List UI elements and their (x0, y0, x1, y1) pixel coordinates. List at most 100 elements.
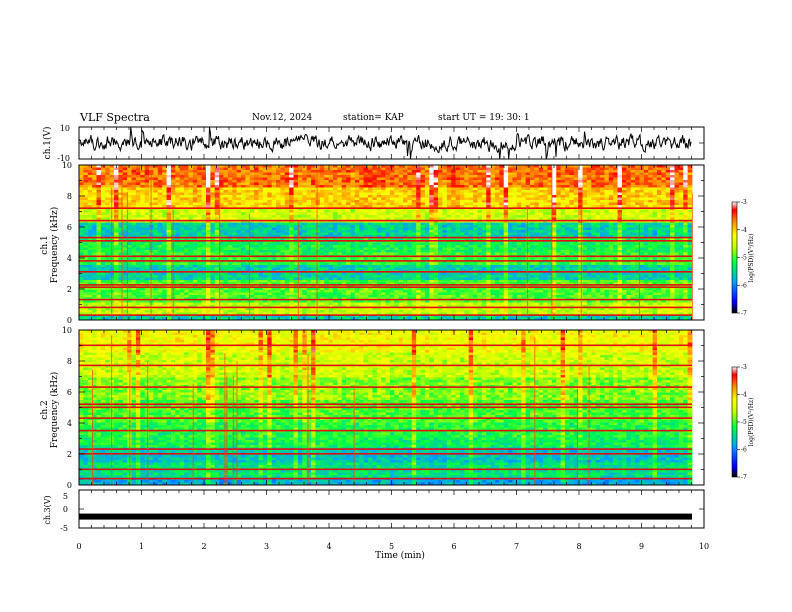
spectrogram-cell (376, 190, 382, 193)
spectrogram-cell (241, 232, 246, 236)
spectrogram-cell (635, 177, 640, 181)
spectrogram-cell (438, 170, 443, 173)
spectrogram-cell (381, 247, 386, 251)
spectrogram-cell (403, 165, 408, 168)
spectrogram-cell (473, 225, 478, 228)
spectrogram-cell (184, 200, 189, 203)
spectrogram-cell (170, 190, 176, 193)
spectrogram-cell (683, 215, 689, 218)
spectrogram-cell (232, 205, 238, 208)
spectrogram-cell (420, 205, 426, 208)
spectrogram-cell (144, 172, 150, 176)
spectrogram-cell (96, 250, 102, 253)
spectrogram-cell (608, 200, 614, 203)
spectrogram-cell (556, 225, 562, 228)
spectrogram-cell (192, 190, 198, 193)
spectrogram-cell (284, 247, 290, 251)
spectrogram-cell (241, 247, 246, 251)
spectrogram-cell (630, 247, 636, 251)
spectrogram-cell (512, 202, 518, 206)
spectrogram-cell (83, 167, 89, 171)
spectrogram-cell (346, 237, 351, 241)
spectrogram-cell (385, 225, 391, 228)
spectrogram-cell (394, 225, 400, 228)
spectrogram-cell (135, 215, 141, 218)
spectrogram-cell (543, 170, 548, 173)
spectrogram-cell (591, 232, 597, 236)
spectrogram-cell (420, 190, 426, 193)
spectrogram-cell (315, 230, 321, 233)
spectrogram-cell (481, 210, 487, 213)
spectrogram-cell (582, 192, 588, 196)
spectrogram-cell (661, 245, 667, 248)
spectrogram-cell (617, 202, 623, 206)
spectrogram-cell (648, 217, 653, 221)
spectrogram-cell (416, 225, 421, 228)
spectrogram-cell (617, 217, 623, 221)
spectrogram-cell (210, 172, 216, 176)
spectrogram-cell (481, 192, 487, 196)
spectrogram-cell (516, 185, 522, 188)
spectrogram-cell (175, 232, 181, 236)
spectrogram-cell (166, 177, 172, 181)
spectrogram-cell (516, 215, 522, 218)
spectrogram-cell (157, 237, 163, 241)
spectrogram-cell (219, 192, 224, 196)
spectrogram-cell (407, 217, 413, 221)
spectrogram-cell (656, 197, 662, 201)
spectrogram-cell (674, 210, 680, 213)
spectrogram-cell (267, 222, 273, 226)
spectrogram-cell (438, 180, 443, 183)
spectrogram-cell (122, 182, 128, 186)
spectrogram-cell (494, 172, 500, 176)
spectrogram-cell (433, 200, 439, 203)
spectrogram-cell (105, 192, 111, 196)
spectrogram-cell (122, 180, 128, 183)
spectrogram-cell (543, 225, 548, 228)
spectrogram-cell (354, 185, 360, 188)
spectrogram-cell (245, 177, 251, 181)
spectrogram-cell (276, 210, 281, 213)
spectrogram-cell (114, 180, 119, 183)
spectrogram-cell (525, 185, 531, 188)
spectrogram-cell (249, 235, 255, 238)
spectrogram-cell (79, 180, 84, 183)
spectrogram-cell (92, 227, 97, 231)
spectrogram-cell (455, 200, 461, 203)
spectrogram-cell (617, 187, 623, 191)
spectrogram-cell (534, 242, 540, 246)
spectrogram-cell (459, 180, 465, 183)
spectrogram-cell (232, 200, 238, 203)
spectrogram-cell (337, 182, 343, 186)
spectrogram-cell (350, 232, 356, 236)
spectrogram-cell (258, 185, 264, 188)
spectrogram-cell (179, 180, 185, 183)
spectrogram-cell (87, 205, 93, 208)
spectrogram-cell (319, 242, 325, 246)
spectrogram-cell (96, 177, 102, 181)
spectrogram-cell (341, 195, 347, 198)
spectrogram-cell (337, 237, 343, 241)
spectrogram-cell (569, 190, 575, 193)
spectrogram-cell (232, 170, 238, 173)
spectrogram-cell (678, 167, 684, 171)
spectrogram-cell (551, 200, 557, 203)
spectrogram-cell (565, 227, 570, 231)
spectrogram-cell (543, 172, 548, 176)
spectrogram-cell (389, 192, 395, 196)
spectrogram-cell (578, 190, 583, 193)
spectrogram-cell (626, 175, 632, 178)
spectrogram-cell (538, 205, 544, 208)
spectrogram-cell (267, 182, 273, 186)
spectrogram-cell (464, 190, 470, 193)
spectrogram-cell (394, 167, 400, 171)
spectrogram-cell (473, 167, 478, 171)
spectrogram-cell (114, 202, 119, 206)
spectrogram-cell (459, 215, 465, 218)
spectrogram-cell (569, 245, 575, 248)
spectrogram-cell (617, 192, 623, 196)
spectrogram-cell (87, 202, 93, 206)
spectrogram-cell (578, 250, 583, 253)
spectrogram-cell (271, 222, 277, 226)
spectrogram-cell (678, 212, 684, 216)
